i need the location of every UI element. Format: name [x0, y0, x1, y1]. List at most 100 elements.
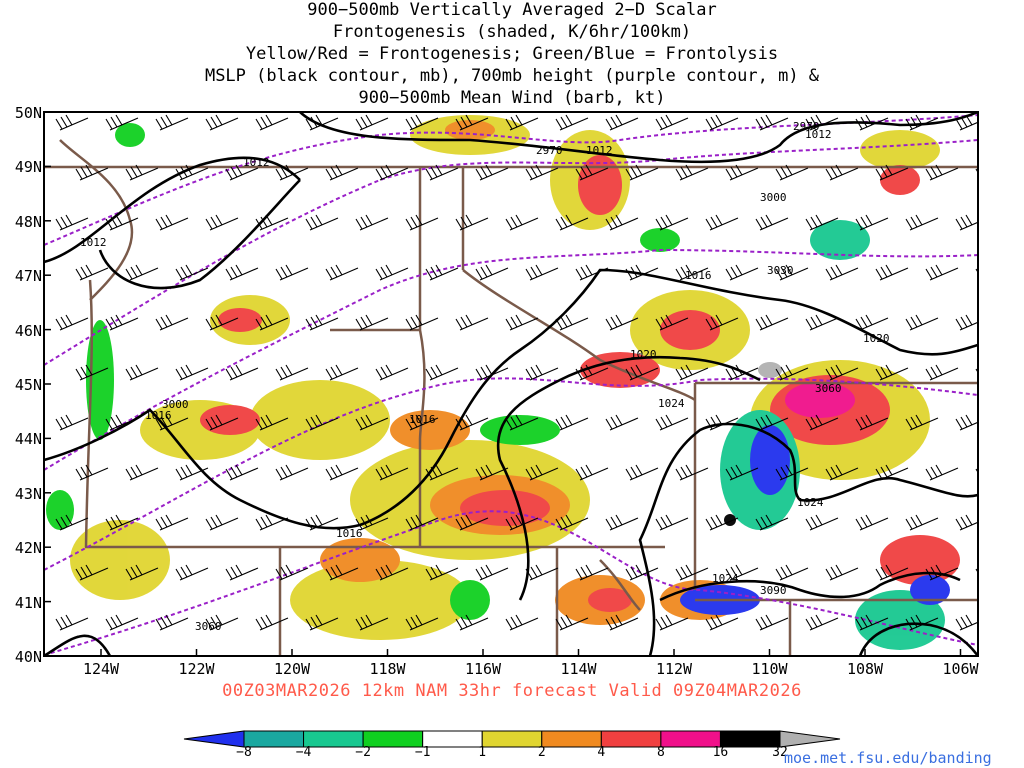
wind-barb [375, 264, 409, 281]
wind-barb [575, 364, 609, 381]
wind-barb [125, 264, 159, 281]
wind-barb [225, 164, 259, 181]
wind-barb [105, 614, 139, 631]
wind-barb [105, 314, 139, 331]
wind-barb [55, 614, 89, 631]
wind-barbs [55, 114, 978, 631]
longitude-label: 118W [369, 660, 406, 678]
wind-barb [505, 614, 539, 631]
wind-barb [805, 214, 839, 231]
wind-barb [325, 164, 359, 181]
wind-barb [925, 364, 959, 381]
wind-barb [455, 314, 489, 331]
wind-barb [925, 564, 959, 581]
wind-barb [975, 568, 978, 574]
wind-barb [805, 514, 839, 531]
latitude-label: 41N [14, 593, 42, 612]
wind-barb [75, 464, 109, 481]
wind-barb [675, 164, 709, 181]
height-label: 3000 [760, 191, 787, 204]
wind-barb [755, 114, 789, 131]
wind-barb [355, 214, 389, 231]
wind-barb [55, 314, 89, 331]
colorbar-tick-label: 1 [478, 745, 487, 760]
wind-barb [655, 114, 689, 131]
wind-barb [55, 414, 89, 431]
wind-barb [505, 314, 539, 331]
wind-barb [225, 464, 259, 481]
wind-barb [655, 614, 689, 631]
wind-barb [905, 414, 939, 431]
wind-barb [825, 264, 859, 281]
wind-barb [425, 564, 459, 581]
wind-barb [555, 514, 589, 531]
wind-barb [705, 214, 739, 231]
wind-barb [675, 464, 709, 481]
map-content [44, 112, 978, 656]
latitude-label: 44N [14, 430, 42, 449]
wind-barb [275, 464, 309, 481]
wind-barb [205, 514, 239, 531]
wind-barb [575, 164, 609, 181]
title-line-1: 900−500mb Vertically Averaged 2−D Scalar [307, 0, 717, 20]
wind-barb [355, 314, 389, 331]
credit-link[interactable]: moe.met.fsu.edu/banding [784, 749, 992, 767]
wind-barb [405, 314, 439, 331]
wind-barb [475, 164, 509, 181]
wind-barb [305, 514, 339, 531]
wind-barb [905, 614, 939, 631]
wind-barb [605, 514, 639, 531]
wind-barb [405, 114, 439, 131]
latitude-label: 46N [14, 321, 42, 340]
wind-barb [905, 514, 939, 531]
wind-barb [505, 414, 539, 431]
wind-barb [525, 464, 559, 481]
wind-barb [505, 514, 539, 531]
wind-barb [175, 564, 209, 581]
title-line-4: MSLP (black contour, mb), 700mb height (… [204, 66, 820, 86]
wind-barb [75, 364, 109, 381]
wind-barb [305, 114, 339, 131]
wind-barb [855, 614, 889, 631]
wind-barb [125, 364, 159, 381]
longitude-label: 116W [464, 660, 502, 678]
height-label: 3000 [162, 398, 189, 411]
wind-barb [425, 264, 459, 281]
wind-barb [905, 214, 939, 231]
wind-barb [875, 364, 909, 381]
wind-barb [905, 114, 939, 131]
wind-barb [555, 314, 589, 331]
title-line-5: 900−500mb Mean Wind (barb, kt) [358, 88, 666, 108]
wind-barb [925, 164, 959, 181]
wind-barb [925, 264, 959, 281]
wind-barb [955, 514, 978, 531]
wind-barb [155, 514, 189, 531]
wind-barb [55, 214, 89, 231]
latitude-label: 47N [14, 267, 42, 286]
wind-barb [325, 564, 359, 581]
wind-barb [305, 414, 339, 431]
wind-barb [355, 514, 389, 531]
wind-barb [355, 114, 389, 131]
wind-barb [875, 564, 909, 581]
wind-barb [955, 214, 978, 231]
mslp-contours [44, 112, 978, 656]
latitude-label: 42N [14, 539, 42, 558]
wind-barb [725, 564, 759, 581]
wind-barb [105, 414, 139, 431]
wind-barb [455, 614, 489, 631]
colorbar-tick-label: 16 [712, 745, 729, 760]
wind-barb [805, 614, 839, 631]
wind-barb [725, 364, 759, 381]
wind-barb [405, 514, 439, 531]
wind-barb [175, 264, 209, 281]
longitude-label: 114W [560, 660, 597, 678]
wind-barb [805, 314, 839, 331]
wind-barb [225, 264, 259, 281]
wind-barb [655, 514, 689, 531]
mslp-label: 1012 [805, 128, 832, 141]
wind-barb [675, 264, 709, 281]
wind-barb [75, 564, 109, 581]
longitude-label: 112W [655, 660, 693, 678]
